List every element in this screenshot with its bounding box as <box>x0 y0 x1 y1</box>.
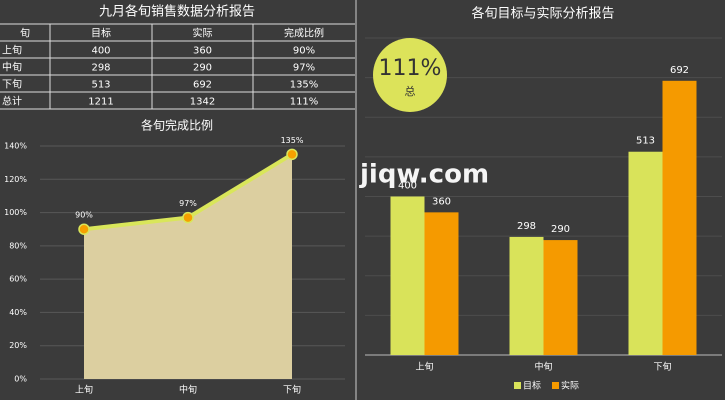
bar <box>509 236 544 355</box>
data-label: 400 <box>398 181 417 192</box>
table-title: 九月各旬销售数据分析报告 <box>99 4 255 20</box>
table-cell: 298 <box>91 63 110 74</box>
y-tick-label: 140% <box>4 142 27 151</box>
chart-title: 各旬目标与实际分析报告 <box>471 6 614 22</box>
table-cell: 90% <box>293 46 315 57</box>
table-cell: 旬 <box>20 27 30 40</box>
y-tick-label: 0% <box>14 375 27 384</box>
data-label: 97% <box>179 199 197 208</box>
table-cell: 上旬 <box>2 44 22 57</box>
bar <box>424 212 459 355</box>
marker <box>78 223 90 235</box>
y-tick-label: 80% <box>9 241 27 250</box>
chart-title: 各旬完成比例 <box>141 118 213 133</box>
table-cell: 完成比例 <box>284 27 324 40</box>
y-tick-label: 100% <box>4 208 27 217</box>
data-label: 513 <box>636 136 655 147</box>
bar <box>390 196 425 355</box>
table-cell: 400 <box>91 46 110 57</box>
area <box>84 154 292 379</box>
table-cell: 360 <box>193 46 212 57</box>
x-tick-label: 下旬 <box>283 384 301 396</box>
legend-swatch <box>514 382 521 389</box>
data-label: 135% <box>281 136 304 145</box>
table-cell: 692 <box>193 80 212 91</box>
table-cell: 1211 <box>88 97 113 108</box>
table-cell: 135% <box>290 80 319 91</box>
data-label: 692 <box>670 65 689 76</box>
data-label: 360 <box>432 196 451 207</box>
x-tick-label: 中旬 <box>179 384 197 396</box>
table-cell: 实际 <box>193 27 213 40</box>
legend-label: 目标 <box>523 380 541 392</box>
legend-swatch <box>552 382 559 389</box>
table-cell: 97% <box>293 63 315 74</box>
table-cell: 中旬 <box>2 61 22 74</box>
data-label: 298 <box>517 221 536 232</box>
y-tick-label: 40% <box>9 308 27 317</box>
table-cell: 290 <box>193 63 212 74</box>
data-label: 90% <box>75 211 93 220</box>
table-cell: 111% <box>290 97 319 108</box>
y-tick-label: 20% <box>9 341 27 350</box>
marker <box>286 148 298 161</box>
watermark: jiqw.com <box>359 160 489 190</box>
bar <box>662 80 697 356</box>
y-tick-label: 60% <box>9 275 27 284</box>
marker <box>182 211 194 224</box>
data-label: 290 <box>551 224 570 235</box>
badge <box>373 38 447 112</box>
legend-label: 实际 <box>561 380 579 392</box>
x-tick-label: 上旬 <box>415 361 433 373</box>
table-cell: 1342 <box>190 97 215 108</box>
badge-label: 111% <box>379 56 442 81</box>
x-tick-label: 下旬 <box>653 361 671 373</box>
y-tick-label: 120% <box>4 175 27 184</box>
badge-text: 总 <box>405 84 416 98</box>
bar <box>628 151 663 355</box>
table-cell: 513 <box>91 80 110 91</box>
table-cell: 总计 <box>2 95 22 108</box>
table-cell: 下旬 <box>2 78 22 91</box>
x-tick-label: 上旬 <box>75 384 93 396</box>
table-cell: 目标 <box>91 28 111 40</box>
bar <box>543 240 578 355</box>
x-tick-label: 中旬 <box>534 361 552 373</box>
